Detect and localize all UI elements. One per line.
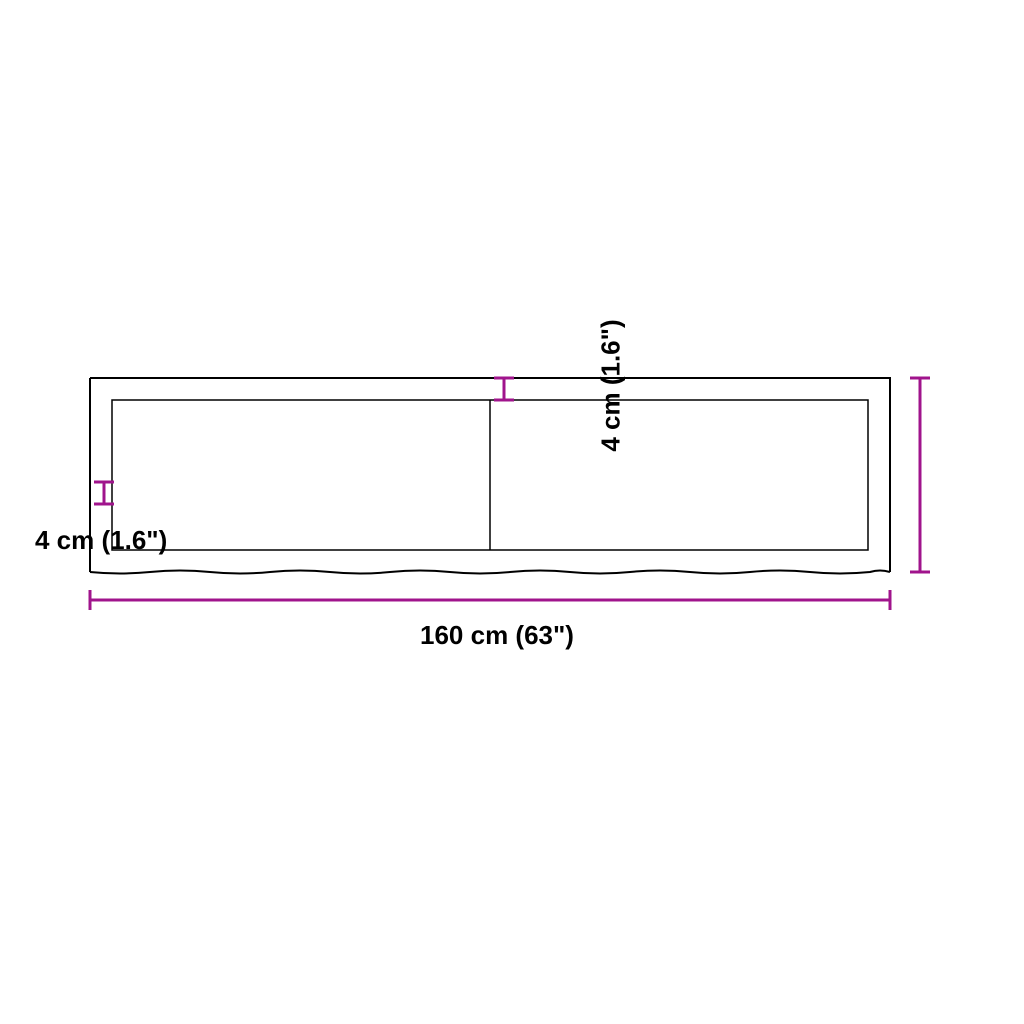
inset-center-label: 4 cm (1.6"): [596, 319, 627, 451]
inset-left-label: 4 cm (1.6"): [35, 525, 167, 556]
height-label: 40 cm (15.7"): [1020, 410, 1024, 571]
dimension-diagram: [0, 0, 1024, 1024]
width-label: 160 cm (63"): [420, 620, 574, 651]
